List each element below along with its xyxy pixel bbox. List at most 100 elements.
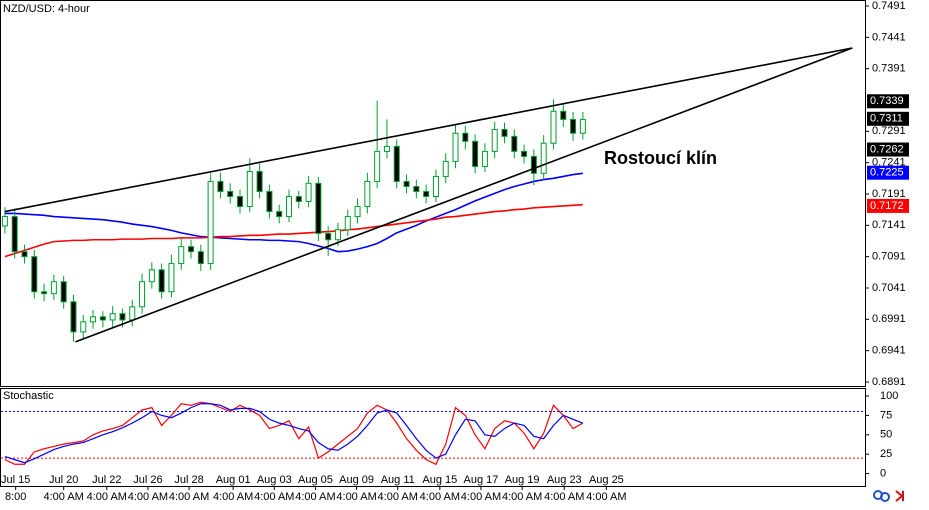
candle-body xyxy=(119,313,126,321)
candle-body xyxy=(393,145,400,182)
y-tick-label: 0.7391 xyxy=(872,63,906,75)
x-tick-time: 4:00 AM xyxy=(544,491,584,503)
candle-body xyxy=(285,196,292,218)
x-tick-time: 4:00 AM xyxy=(169,491,209,503)
stoch-title-bg xyxy=(1,389,57,403)
candle-body xyxy=(99,316,106,321)
stochastic-line xyxy=(4,401,584,466)
candle-body xyxy=(481,150,488,167)
candle-body xyxy=(374,150,381,182)
y-tick-label: 75 xyxy=(880,409,892,421)
candle-body xyxy=(579,118,586,134)
x-tick-label: Aug 09 xyxy=(339,474,374,486)
x-tick-label: Jul 22 xyxy=(92,474,121,486)
annotation: Rostoucí klín xyxy=(604,148,717,168)
candle-body xyxy=(295,196,302,203)
x-tick-time: 4:00 AM xyxy=(586,491,626,503)
link-icon[interactable] xyxy=(880,492,890,502)
candle-body xyxy=(109,313,116,321)
candle-body xyxy=(452,132,459,162)
candle-body xyxy=(540,142,547,174)
candle-body xyxy=(334,229,341,241)
price-tag xyxy=(867,198,909,213)
candle-body xyxy=(570,118,577,134)
y-tick-label: 25 xyxy=(880,448,892,460)
y-tick-label: 0.7441 xyxy=(872,31,906,43)
y-tick-label: 0.6891 xyxy=(872,376,906,388)
x-tick-time: 4:00 AM xyxy=(461,491,501,503)
candle-body xyxy=(560,110,567,120)
candle-body xyxy=(197,251,204,265)
moving-average xyxy=(4,203,583,258)
stochastic-title: Stochastic xyxy=(3,390,54,402)
candle-body xyxy=(188,246,195,253)
candle-body xyxy=(462,132,469,142)
candle-body xyxy=(413,185,420,192)
stochastic-panel xyxy=(0,388,866,487)
candle-body xyxy=(550,110,557,144)
candle-body xyxy=(344,216,351,231)
candle-body xyxy=(432,175,439,198)
candle-body xyxy=(501,128,508,137)
price-tag-label: 0.7311 xyxy=(870,113,903,125)
x-tick-time: 4:00 AM xyxy=(420,491,460,503)
title-bg xyxy=(1,1,97,16)
price-tag xyxy=(867,142,909,157)
toolbar-icons[interactable] xyxy=(873,490,904,502)
trendline xyxy=(75,47,853,343)
candle-body xyxy=(305,182,312,203)
price-tag-label: 0.7339 xyxy=(870,95,904,107)
y-tick-label: 0.6991 xyxy=(872,313,906,325)
candle-body xyxy=(227,190,234,198)
x-tick-label: Aug 25 xyxy=(589,474,624,486)
x-tick-time: 4:00 AM xyxy=(295,491,335,503)
x-tick-label: Jul 15 xyxy=(1,474,30,486)
y-tick-label: 0 xyxy=(880,467,886,479)
y-tick-label: 0.6941 xyxy=(872,345,906,357)
candle-body xyxy=(129,306,136,321)
y-tick-label: 0.7291 xyxy=(872,125,906,137)
x-tick-time: 4:00 AM xyxy=(213,491,253,503)
candle-body xyxy=(246,170,253,208)
price-tag-label: 0.7262 xyxy=(870,143,904,155)
price-tag-label: 0.7172 xyxy=(870,200,904,212)
x-tick-label: Jul 26 xyxy=(133,474,162,486)
candle-body xyxy=(217,180,224,192)
candle-body xyxy=(178,246,185,265)
candle-body xyxy=(383,145,390,152)
x-tick-time: 4:00 AM xyxy=(378,491,418,503)
x-tick-time: 4:00 AM xyxy=(254,491,294,503)
candle-body xyxy=(491,128,498,152)
x-tick-time: 4:00 AM xyxy=(128,491,168,503)
x-tick-label: Aug 03 xyxy=(257,474,292,486)
x-tick-label: Aug 05 xyxy=(298,474,333,486)
candle-body xyxy=(423,190,430,198)
price-tag xyxy=(867,165,909,180)
candle-body xyxy=(90,316,97,323)
x-tick-label: Aug 23 xyxy=(547,474,582,486)
candle-body xyxy=(256,170,263,192)
scroll-end-icon[interactable] xyxy=(895,490,904,502)
candle-body xyxy=(276,211,283,218)
x-tick-label: Aug 17 xyxy=(464,474,499,486)
x-tick-time: 8:00 xyxy=(5,491,26,503)
candle-body xyxy=(148,269,155,283)
candle-body xyxy=(80,321,87,333)
candle-body xyxy=(315,182,322,234)
candle-body xyxy=(60,281,67,303)
y-tick-label: 100 xyxy=(880,390,898,402)
candle-body xyxy=(354,206,361,218)
x-tick-time: 4:00 AM xyxy=(336,491,376,503)
x-tick-time: 4:00 AM xyxy=(502,491,542,503)
x-tick-label: Jul 20 xyxy=(49,474,78,486)
x-tick-label: Aug 11 xyxy=(381,474,415,486)
candle-body xyxy=(521,150,528,157)
trendline xyxy=(4,47,853,213)
y-tick-label: 0.7091 xyxy=(872,251,906,263)
price-tag-label: 0.7225 xyxy=(870,167,904,179)
stochastic-line xyxy=(4,403,584,464)
candle-body xyxy=(266,190,273,213)
y-tick-label: 50 xyxy=(880,429,892,441)
candle-body xyxy=(530,155,537,174)
y-tick-label: 0.7191 xyxy=(872,188,906,200)
